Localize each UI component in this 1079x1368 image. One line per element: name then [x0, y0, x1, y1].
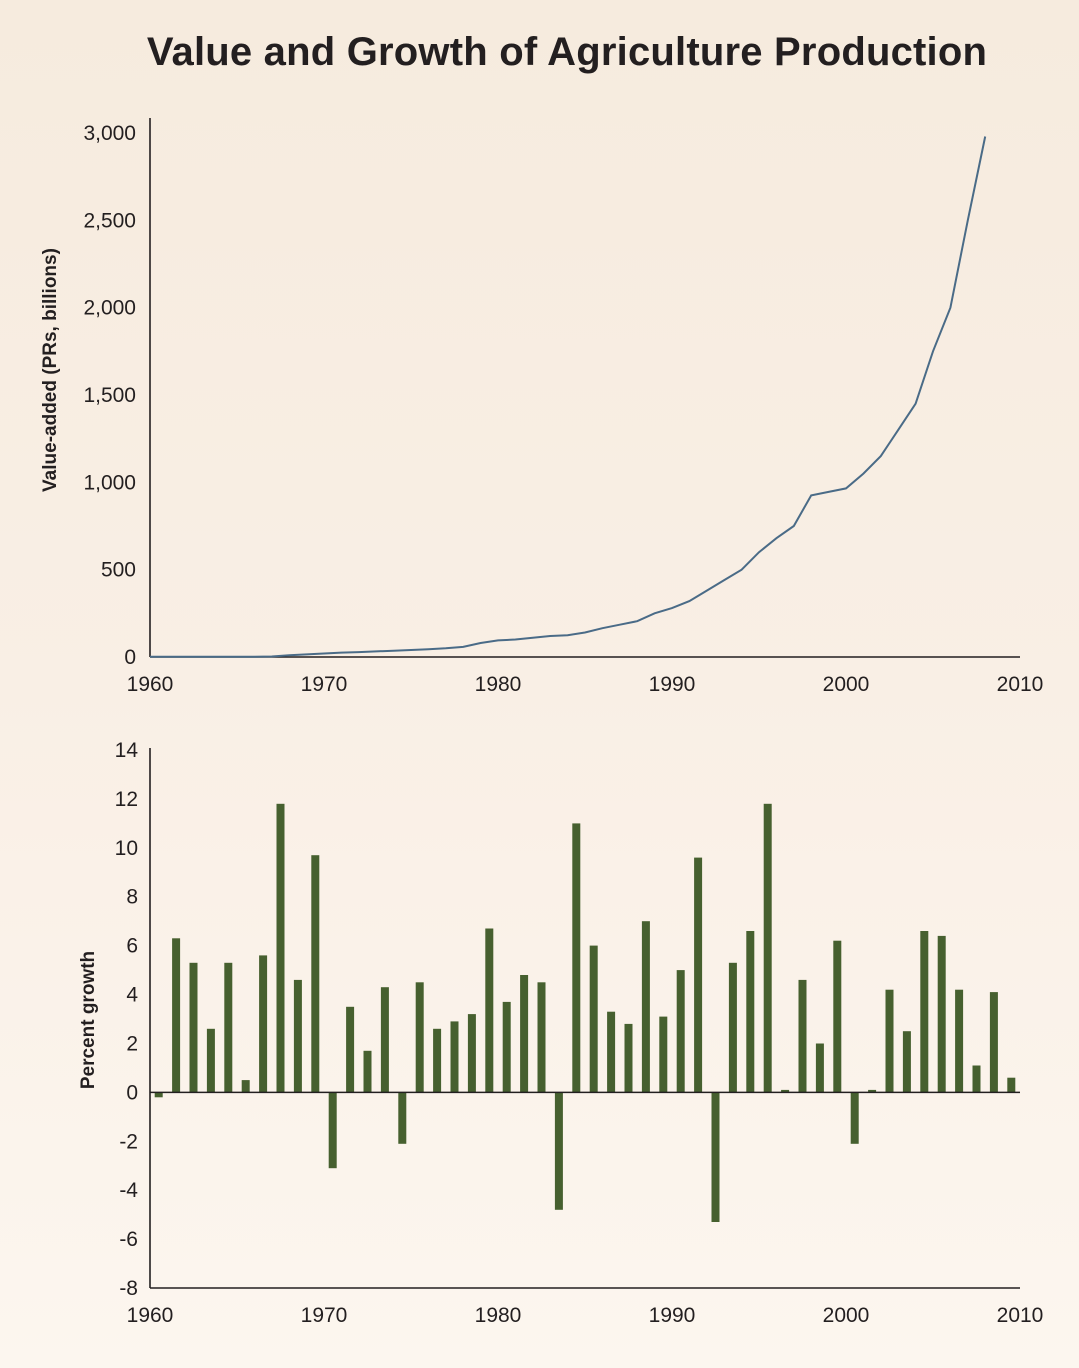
growth-bar: [398, 1092, 407, 1144]
x-tick-label: 2000: [823, 1304, 870, 1327]
x-tick-label: 1980: [475, 1304, 522, 1327]
growth-bar: [641, 921, 650, 1093]
growth-bar: [450, 1021, 459, 1093]
growth-bar: [937, 935, 946, 1093]
growth-bar: [206, 1028, 215, 1093]
y-tick-label: 2,500: [83, 209, 136, 232]
growth-bar: [259, 955, 268, 1093]
growth-bar: [955, 989, 964, 1093]
y-tick-label: 1,000: [83, 471, 136, 494]
growth-bar: [293, 979, 302, 1093]
growth-bar: [728, 962, 737, 1093]
x-tick-label: 1990: [649, 673, 696, 696]
y-tick-label: -6: [119, 1228, 138, 1251]
percent-growth-axis-label: Percent growth: [78, 951, 99, 1089]
growth-bar: [224, 962, 233, 1093]
growth-bar: [885, 989, 894, 1093]
x-tick-labels: 1960 1970 1980 1990 2000 2010: [127, 673, 1044, 696]
growth-bar: [781, 1089, 790, 1093]
growth-bar: [972, 1065, 981, 1093]
y-tick-label: -8: [119, 1277, 138, 1300]
x-tick-label: 2010: [997, 673, 1044, 696]
y-tick-label: 1,500: [83, 384, 136, 407]
x-tick-label: 1980: [475, 673, 522, 696]
growth-bar: [172, 938, 181, 1093]
growth-bar: [624, 1023, 633, 1093]
y-tick-label: 3,000: [83, 122, 136, 145]
growth-bar: [694, 857, 703, 1093]
growth-bar: [554, 1092, 563, 1210]
growth-bar: [276, 803, 285, 1093]
y-tick-label: 0: [124, 646, 136, 669]
y-tick-label: 4: [126, 984, 138, 1007]
y-tick-labels: 0 500 1,000 1,500 2,000 2,500 3,000: [83, 122, 136, 669]
y-tick-label: 12: [115, 788, 138, 811]
value-added-line: [150, 136, 987, 658]
growth-bar: [311, 855, 320, 1093]
growth-bar: [346, 1006, 355, 1093]
growth-bar: [328, 1092, 337, 1169]
y-tick-labels: -8 -6 -4 -2 0 2 4 6 8 10 12 14: [115, 739, 139, 1300]
x-tick-label: 1960: [127, 673, 174, 696]
growth-bar: [520, 975, 529, 1093]
x-tick-label: 1970: [301, 1304, 348, 1327]
growth-bar: [154, 1092, 163, 1098]
x-tick-label: 1990: [649, 1304, 696, 1327]
growth-bar: [676, 970, 685, 1093]
y-tick-label: -2: [119, 1130, 138, 1153]
growth-bar: [833, 940, 842, 1093]
y-tick-label: 0: [126, 1081, 138, 1104]
growth-bar: [241, 1080, 250, 1093]
growth-bar: [868, 1089, 877, 1093]
growth-bar: [659, 1016, 668, 1093]
growth-bar: [485, 928, 494, 1093]
growth-bar: [467, 1014, 476, 1093]
growth-bar: [589, 945, 598, 1093]
x-tick-label: 2000: [823, 673, 870, 696]
growth-bar: [711, 1092, 720, 1222]
value-added-axis-label: Value-added (PRs, billions): [40, 248, 61, 492]
growth-bar: [920, 931, 929, 1093]
growth-bar: [989, 992, 998, 1093]
y-tick-label: 8: [126, 886, 138, 909]
y-tick-label: 14: [115, 739, 139, 762]
value-added-line-chart: Value-added (PRs, billions) 0 500 1,000 1,5…: [40, 118, 1043, 696]
growth-bar: [189, 962, 198, 1093]
y-tick-label: 2,000: [83, 297, 136, 320]
growth-bar: [380, 987, 389, 1093]
growth-bar: [572, 823, 581, 1093]
y-tick-label: 6: [126, 935, 138, 958]
y-tick-label: -4: [119, 1179, 138, 1202]
growth-bar: [1007, 1077, 1016, 1093]
growth-bar: [502, 1001, 511, 1093]
growth-bar: [607, 1011, 616, 1093]
x-tick-label: 1960: [127, 1304, 174, 1327]
growth-bar: [746, 931, 755, 1093]
x-tick-label: 1970: [301, 673, 348, 696]
growth-bars: [154, 803, 1016, 1222]
y-tick-label: 2: [126, 1032, 138, 1055]
growth-bar: [415, 982, 424, 1093]
x-tick-label: 2010: [997, 1304, 1044, 1327]
growth-bar: [902, 1031, 911, 1093]
growth-bar: [815, 1043, 824, 1093]
x-tick-labels: 1960 1970 1980 1990 2000 2010: [127, 1304, 1044, 1327]
chart-title: Value and Growth of Agriculture Producti…: [146, 30, 988, 74]
y-tick-label: 500: [101, 559, 136, 582]
growth-bar: [537, 982, 546, 1093]
growth-bar: [433, 1028, 442, 1093]
growth-bar: [363, 1050, 372, 1093]
y-tick-label: 10: [115, 837, 138, 860]
growth-bar: [798, 979, 807, 1093]
growth-bar: [763, 803, 772, 1093]
growth-bar: [850, 1092, 859, 1144]
